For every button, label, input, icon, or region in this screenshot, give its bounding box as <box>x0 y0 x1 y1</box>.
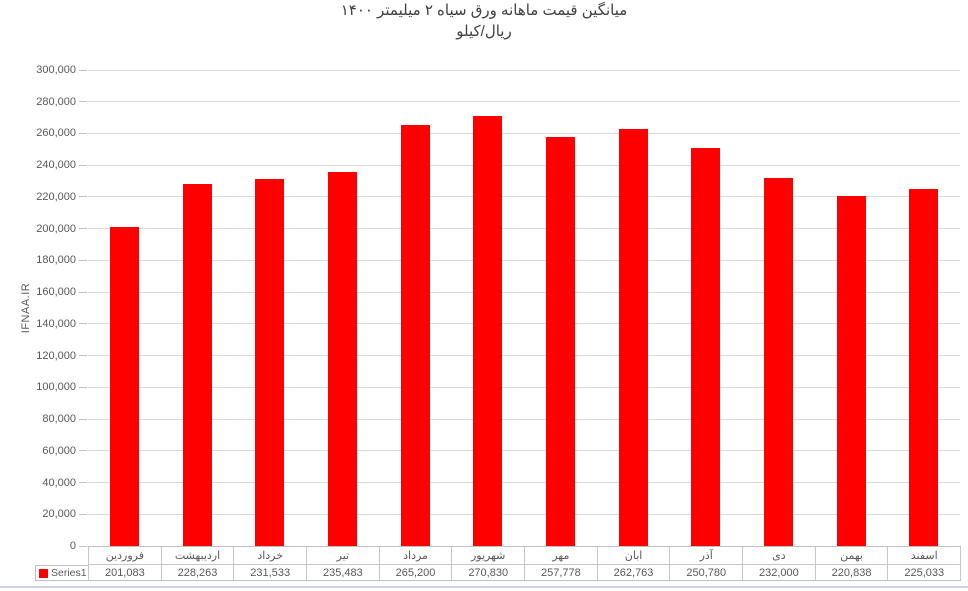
y-tick-mark <box>79 196 87 198</box>
y-tick-label: 200,000 <box>36 222 76 235</box>
y-tick-mark <box>79 450 87 452</box>
month-header-cell: بهمن <box>814 547 888 564</box>
value-row: 201,083 228,263 231,533 235,483 265,200 270,8… <box>88 565 962 581</box>
y-tick-label: 160,000 <box>36 286 76 299</box>
value-cell: 220,838 <box>814 565 888 580</box>
y-tick-label: 140,000 <box>36 317 76 330</box>
gridline <box>88 450 960 452</box>
bar <box>473 116 503 546</box>
y-tick-mark <box>79 132 87 134</box>
month-header-cell: مهر <box>524 547 597 564</box>
legend-marker <box>39 568 48 578</box>
y-tick-label: 20,000 <box>42 508 76 521</box>
bar <box>618 129 648 546</box>
gridline <box>88 513 960 515</box>
y-tick-mark <box>79 101 87 103</box>
y-tick-label: 240,000 <box>36 159 76 172</box>
y-tick-mark <box>79 418 87 420</box>
gridline <box>88 386 960 388</box>
month-header-row: فروردین اردیبهشت خرداد تیر مرداد شهریور مهر ابا… <box>88 546 962 565</box>
y-tick-label: 120,000 <box>36 349 76 362</box>
value-cell: 235,483 <box>306 565 379 580</box>
y-tick-mark <box>79 228 87 230</box>
value-cell: 270,830 <box>451 565 524 580</box>
y-tick-label: 280,000 <box>36 95 76 108</box>
gridline <box>88 101 960 103</box>
value-cell: 231,533 <box>233 565 306 580</box>
y-tick-mark <box>79 482 87 484</box>
bar <box>182 184 212 546</box>
value-cell: 225,033 <box>887 565 962 580</box>
gridline <box>88 323 960 325</box>
value-cell: 250,780 <box>669 565 742 580</box>
value-cell: 262,763 <box>596 565 670 580</box>
gridline <box>88 259 960 261</box>
bar <box>909 189 939 546</box>
gridline <box>88 228 960 230</box>
gridline <box>88 291 960 293</box>
bar <box>327 172 357 546</box>
bar <box>691 148 721 546</box>
y-tick-mark <box>79 323 87 325</box>
y-tick-mark <box>79 355 87 357</box>
value-cell: 201,083 <box>88 565 161 580</box>
y-tick-label: 180,000 <box>36 254 76 267</box>
value-cell: 232,000 <box>742 565 815 580</box>
bar <box>763 178 793 546</box>
chart-bottom-edge <box>0 586 968 588</box>
month-header-cell: فروردین <box>88 547 161 564</box>
y-tick-mark <box>79 259 87 261</box>
legend-label: Series1 <box>51 567 87 579</box>
y-tick-label: 0 <box>69 540 76 552</box>
gridline <box>88 482 960 484</box>
bar <box>545 137 575 546</box>
value-cell: 228,263 <box>160 565 234 580</box>
y-tick-label: 300,000 <box>36 64 76 76</box>
month-header-cell: مرداد <box>378 547 452 564</box>
gridline <box>88 196 960 198</box>
chart-title-line2: ریال/کیلو <box>456 23 512 40</box>
month-header-cell: دی <box>742 547 815 564</box>
month-header-cell: تیر <box>306 547 379 564</box>
bar <box>109 227 139 546</box>
month-header-cell: آذر <box>669 547 742 564</box>
chart-title-line1: میانگین قیمت ماهانه ورق سیاه ۲ میلیمتر ۱… <box>340 2 628 19</box>
month-header-cell: اسفند <box>887 547 962 564</box>
y-tick-label: 260,000 <box>36 127 76 140</box>
y-tick-label: 100,000 <box>36 381 76 394</box>
legend-key: Series1 <box>35 565 88 581</box>
y-tick-mark <box>79 545 87 547</box>
y-tick-mark <box>79 164 87 166</box>
y-tick-label: 80,000 <box>42 413 76 426</box>
gridline <box>88 355 960 357</box>
month-header-cell: ابان <box>596 547 670 564</box>
month-header-cell: شهریور <box>451 547 524 564</box>
y-tick-label: 220,000 <box>36 190 76 203</box>
y-tick-mark <box>79 386 87 388</box>
month-header-cell: خرداد <box>233 547 306 564</box>
y-tick-label: 60,000 <box>42 444 76 457</box>
gridline <box>88 418 960 420</box>
value-cell: 257,778 <box>524 565 597 580</box>
gridline <box>88 69 960 71</box>
y-tick-label: 40,000 <box>42 476 76 489</box>
bar <box>400 125 430 546</box>
bar <box>836 196 866 546</box>
y-tick-mark <box>79 291 87 293</box>
value-cell: 265,200 <box>378 565 452 580</box>
gridline <box>88 132 960 134</box>
chart-title: میانگین قیمت ماهانه ورق سیاه ۲ میلیمتر ۱… <box>0 0 968 42</box>
y-tick-mark <box>79 513 87 515</box>
y-tick-mark <box>79 69 87 71</box>
gridline <box>88 164 960 166</box>
bar <box>255 179 285 546</box>
month-header-cell: اردیبهشت <box>160 547 234 564</box>
